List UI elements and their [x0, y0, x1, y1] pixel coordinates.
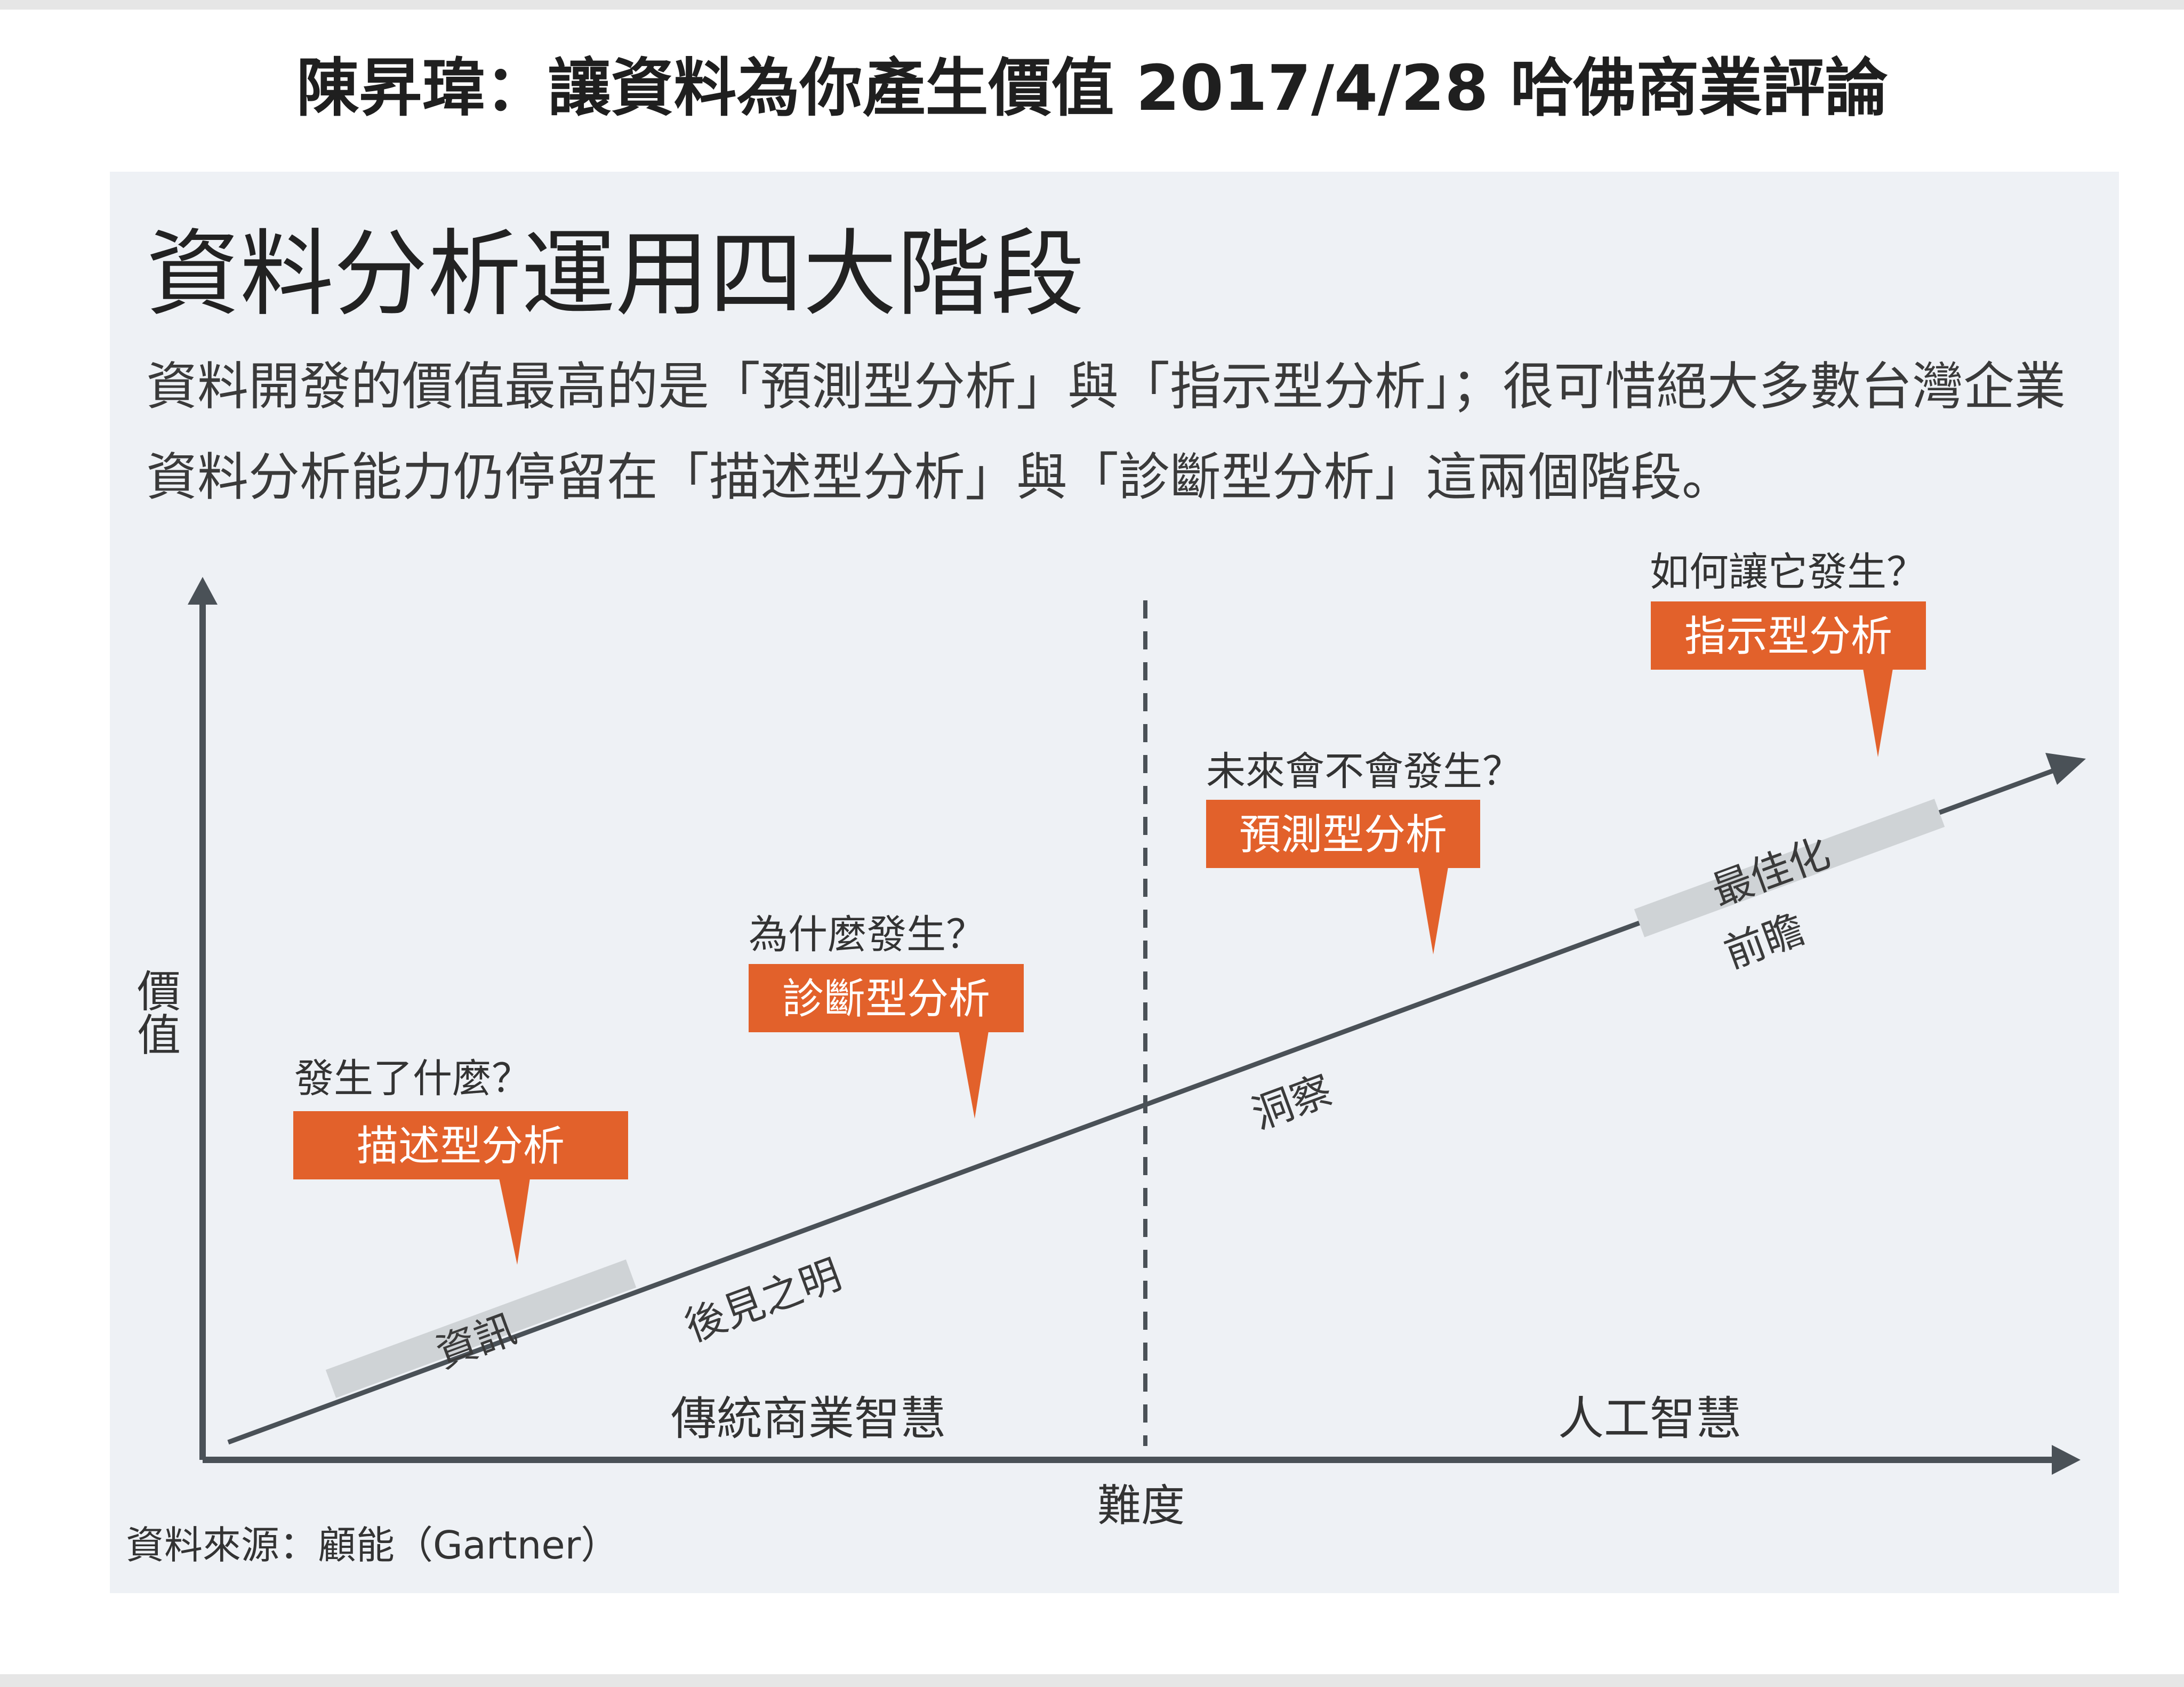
y-axis-arrowhead [188, 577, 218, 605]
y-axis-label: 價值 [130, 968, 180, 1056]
region-label-traditional-bi: 傳統商業智慧 [671, 1392, 946, 1445]
stage-question-descriptive: 發生了什麼？ [294, 1056, 531, 1102]
trend-label-foresight: 前瞻 [1718, 905, 1810, 977]
trend-band-optimization [1634, 799, 1945, 937]
stage-callout-prescriptive: 指示型分析 [1651, 601, 1926, 757]
x-axis-label: 難度 [1097, 1481, 1185, 1531]
stage-callout-diagnostic: 診斷型分析 [749, 964, 1024, 1119]
panel-description: 資料開發的價值最高的是「預測型分析」與「指示型分析」；很可惜絕大多數台灣企業資料… [146, 357, 2066, 507]
stage-label-predictive: 預測型分析 [1239, 811, 1447, 859]
x-axis-arrowhead [2052, 1445, 2081, 1475]
source-note: 資料來源：顧能（Gartner） [126, 1523, 620, 1568]
trend-segment-information: 資訊 [430, 1305, 522, 1377]
trend-segment-optimization: 最佳化 [1705, 829, 1836, 915]
page-title: 陳昇瑋：讓資料為你產生價值 2017/4/28 哈佛商業評論 [296, 51, 1888, 125]
stage-callout-descriptive: 描述型分析 [293, 1111, 628, 1265]
stage-question-diagnostic: 為什麼發生？ [749, 912, 985, 958]
stage-question-prescriptive: 如何讓它發生？ [1650, 549, 1926, 595]
region-label-ai: 人工智慧 [1558, 1392, 1741, 1445]
panel-title: 資料分析運用四大階段 [146, 220, 1085, 329]
stage-label-prescriptive: 指示型分析 [1684, 613, 1892, 661]
stage-callout-predictive: 預測型分析 [1206, 800, 1480, 954]
trend-band-information [325, 1259, 637, 1398]
trend-arrowhead [2045, 753, 2086, 785]
bottom-rule [0, 1674, 2184, 1687]
stage-question-predictive: 未來會不會發生？ [1206, 749, 1522, 794]
trend-label-insight: 洞察 [1246, 1066, 1338, 1138]
stage-label-descriptive: 描述型分析 [357, 1122, 565, 1170]
stage-label-diagnostic: 診斷型分析 [782, 975, 990, 1023]
top-rule [0, 0, 2184, 10]
